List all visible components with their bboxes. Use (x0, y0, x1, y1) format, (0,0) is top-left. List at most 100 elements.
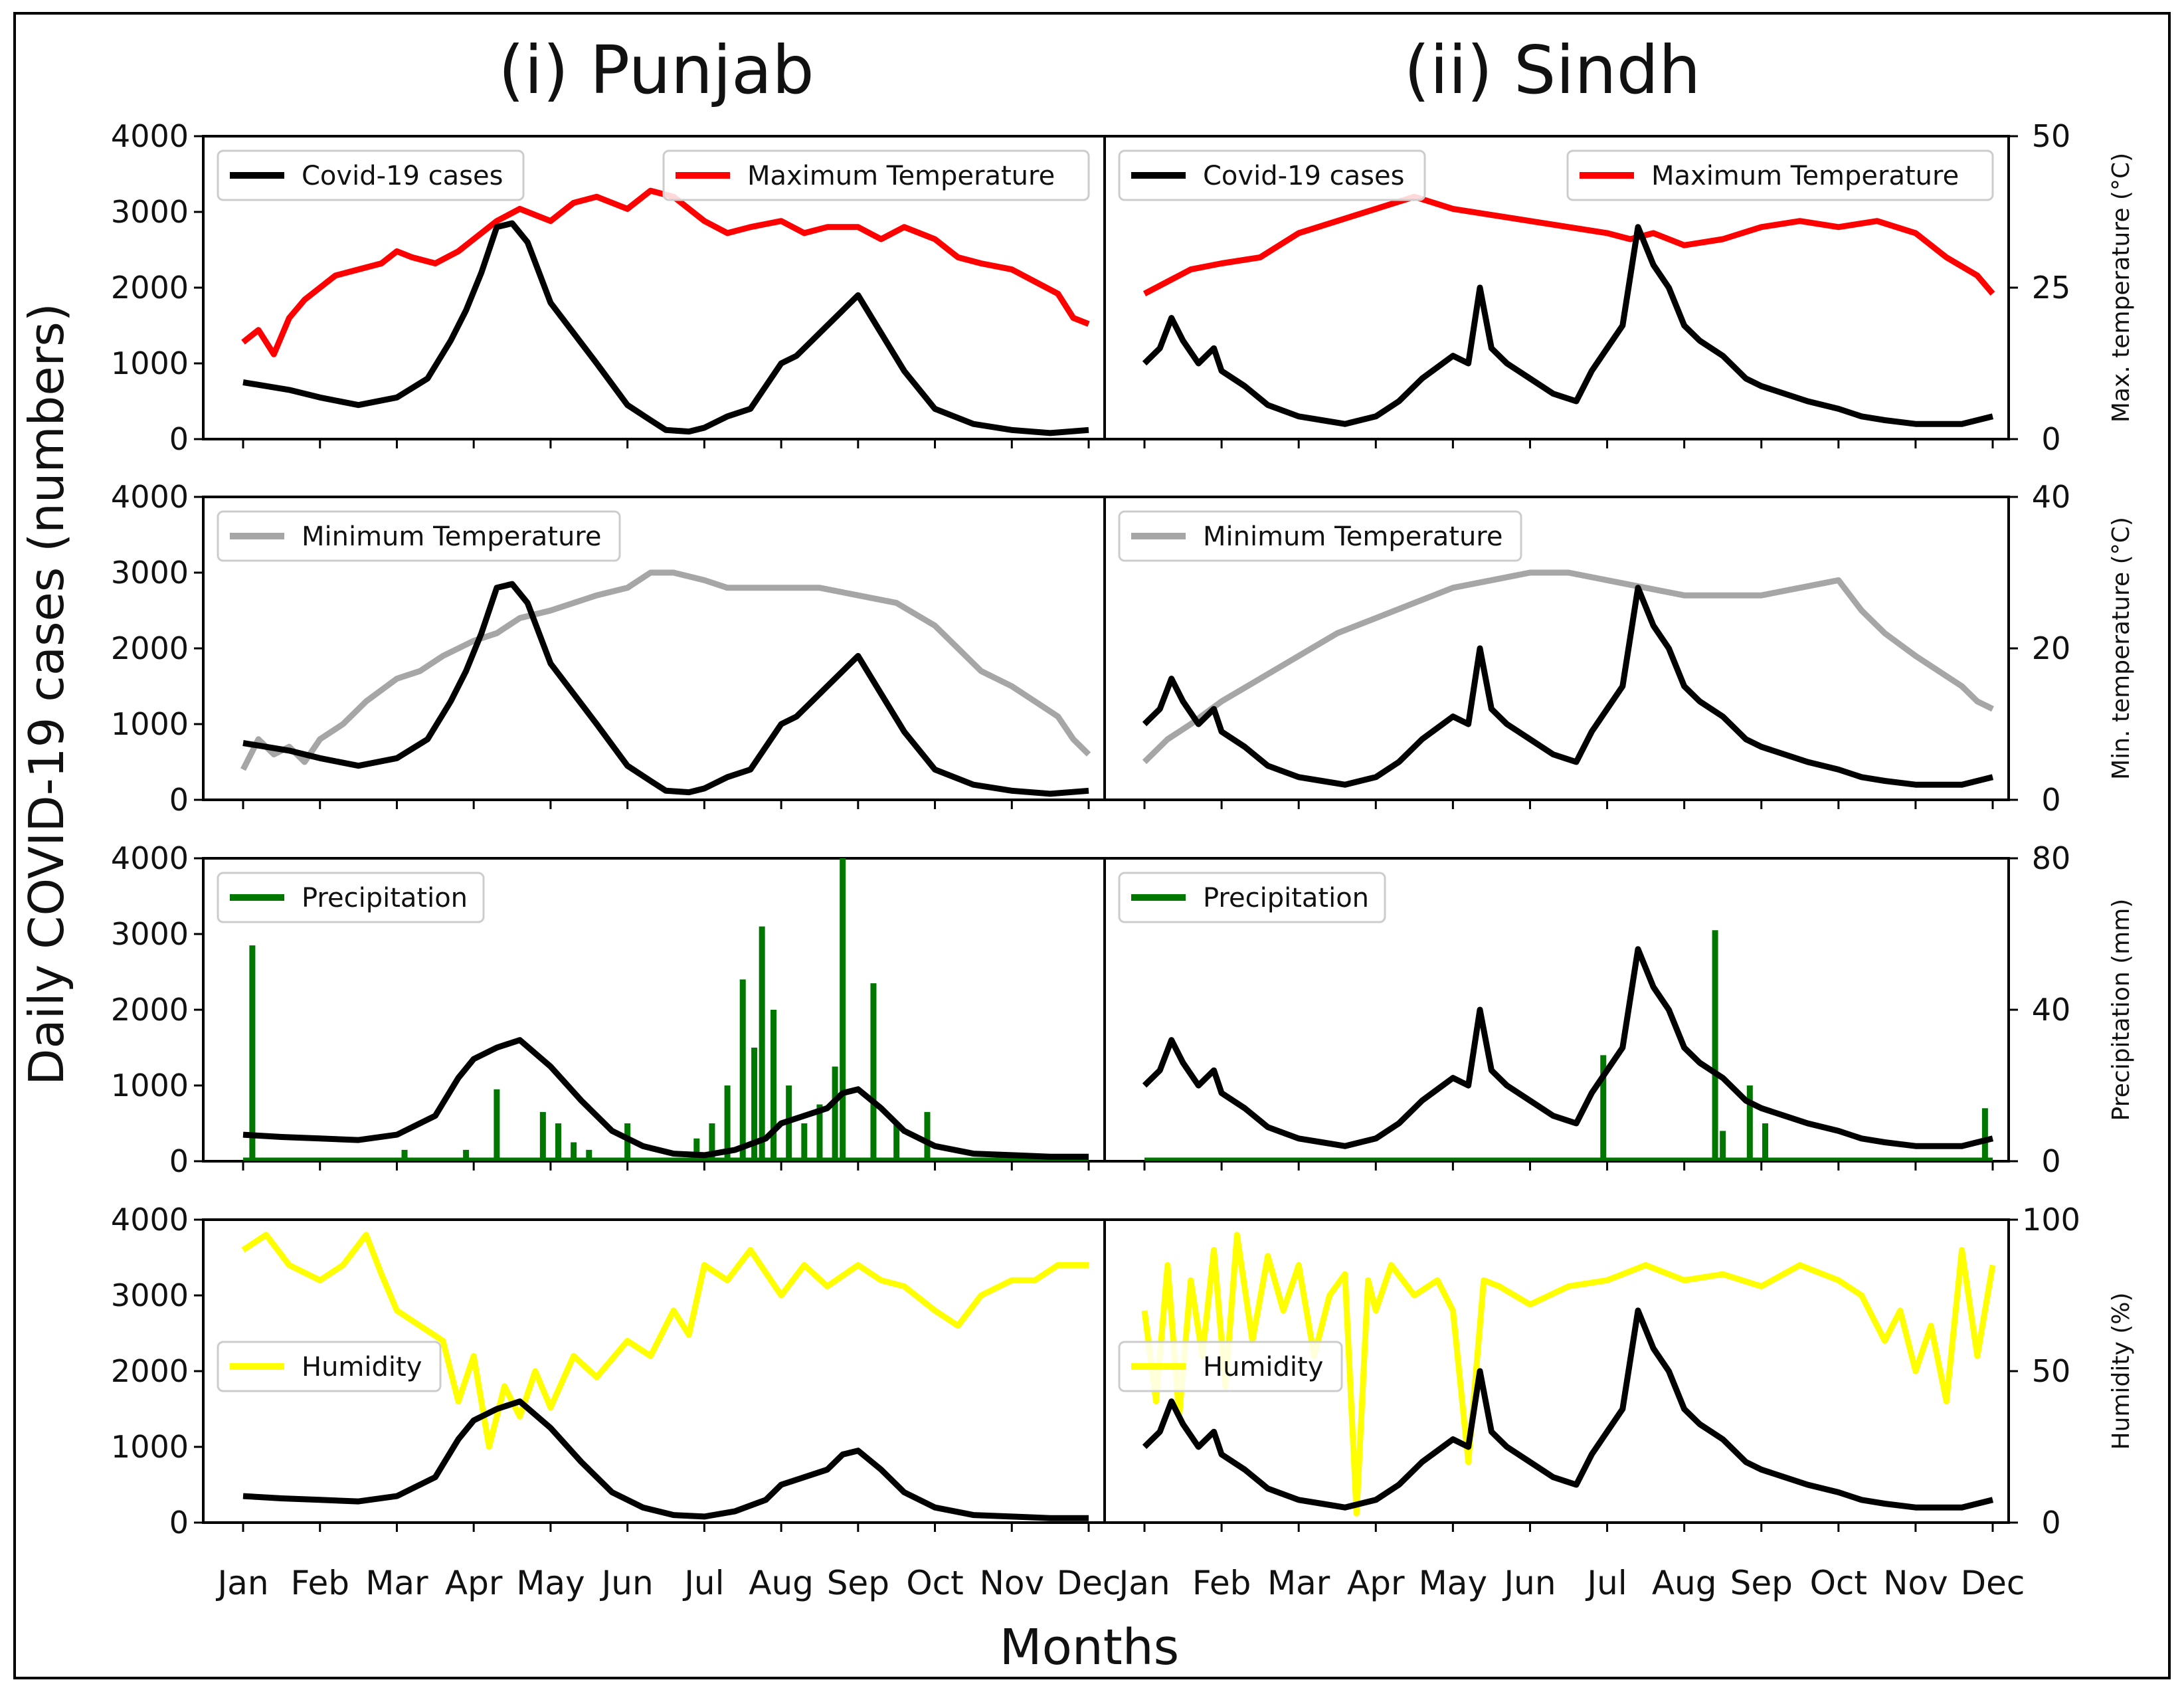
month-tick-label: Jan (215, 1564, 268, 1602)
legend-min-temp (1118, 510, 1522, 562)
legend-min-temp-label: Minimum Temperature (302, 521, 601, 552)
legend-humidity-label: Humidity (302, 1352, 422, 1382)
month-tick-label: Aug (749, 1564, 814, 1602)
month-tick-label: May (516, 1564, 585, 1602)
month-tick-label: Dec (1961, 1564, 2025, 1602)
legend-precip (217, 872, 485, 923)
series-line-covid (242, 1037, 1089, 1160)
month-tick-label: Mar (365, 1564, 428, 1602)
legend-min-temp (217, 510, 621, 562)
y-tick-label-right: 0 (2041, 1505, 2060, 1541)
figure-border (13, 12, 2171, 1679)
legend-covid-label: Covid-19 cases (302, 161, 503, 191)
y-tick-label-left: 0 (169, 421, 189, 457)
y-tick-label-left: 0 (169, 1143, 189, 1179)
month-tick-label: Jun (1502, 1564, 1556, 1602)
month-tick-label: Feb (1192, 1564, 1251, 1602)
chart-precip-sindh (1142, 930, 1994, 1161)
y-axis-label-right: Max. temperature (°C) (2108, 153, 2135, 423)
chart-max_temp-punjab (241, 187, 1090, 436)
series-line-covid (242, 220, 1089, 436)
month-tick-label: Nov (979, 1564, 1044, 1602)
title-sindh: (ii) Sindh (1404, 31, 1701, 109)
y-tick-label-left: 4000 (111, 840, 189, 876)
legend-humidity-label: Humidity (1203, 1352, 1323, 1382)
y-tick-label-right: 0 (2041, 1143, 2060, 1179)
series-line-min_temp (1142, 569, 1994, 765)
month-tick-label: Jun (600, 1564, 654, 1602)
series-line-covid (242, 1398, 1089, 1521)
title-punjab: (i) Punjab (498, 31, 814, 109)
month-tick-label: Mar (1267, 1564, 1330, 1602)
chart-min_temp-sindh (1142, 569, 1994, 788)
y-tick-label-left: 1000 (111, 345, 189, 381)
y-axis-label-right: Min. temperature (°C) (2108, 517, 2135, 780)
month-tick-label: Jul (682, 1564, 724, 1602)
chart-humidity-punjab (241, 1232, 1089, 1521)
y-tick-label-right: 0 (2041, 421, 2060, 457)
legend-covid (1118, 149, 1426, 201)
legend-covid-label: Covid-19 cases (1203, 161, 1404, 191)
month-tick-label: Nov (1883, 1564, 1948, 1602)
series-line-covid (1142, 946, 1994, 1149)
y-tick-label-left: 2000 (111, 1353, 189, 1389)
y-tick-label-right: 0 (2041, 782, 2060, 818)
series-line-min_temp (240, 569, 1091, 771)
y-tick-label-left: 0 (169, 782, 189, 818)
legend-max-temp-label: Maximum Temperature (1651, 161, 1959, 191)
chart-precip-punjab (242, 858, 1089, 1161)
legend-precip (1118, 872, 1386, 923)
y-axis-label-right: Humidity (%) (2108, 1293, 2135, 1450)
month-tick-label: Oct (1810, 1564, 1867, 1602)
y-tick-label-left: 0 (169, 1505, 189, 1541)
y-tick-label-left: 3000 (111, 555, 189, 591)
month-tick-label: Apr (445, 1564, 503, 1602)
y-tick-label-left: 1000 (111, 1429, 189, 1465)
y-axis-label-right: Precipitation (mm) (2108, 899, 2135, 1121)
y-tick-label-left: 3000 (111, 916, 189, 952)
y-tick-label-left: 3000 (111, 194, 189, 230)
y-tick-label-right: 80 (2032, 840, 2071, 876)
y-tick-label-right: 50 (2032, 1353, 2071, 1389)
legend-min-temp-label: Minimum Temperature (1203, 521, 1502, 552)
month-tick-label: Dec (1057, 1564, 1121, 1602)
month-tick-label: Jul (1585, 1564, 1627, 1602)
y-tick-label-left: 2000 (111, 630, 189, 666)
series-line-max_temp (241, 187, 1090, 357)
month-tick-label: May (1419, 1564, 1487, 1602)
month-tick-label: Sep (1730, 1564, 1793, 1602)
month-tick-label: Oct (906, 1564, 963, 1602)
legend-max-temp (1566, 149, 1994, 201)
month-tick-label: Sep (827, 1564, 889, 1602)
series-line-max_temp (1142, 193, 1995, 297)
y-tick-label-right: 20 (2032, 630, 2071, 666)
y-tick-label-left: 4000 (111, 1202, 189, 1238)
series-line-covid (1142, 1307, 1994, 1511)
chart-min_temp-punjab (240, 569, 1091, 797)
legend-humidity (1118, 1341, 1343, 1392)
y-tick-label-right: 40 (2032, 479, 2071, 515)
y-tick-label-left: 2000 (111, 992, 189, 1028)
y-tick-label-right: 100 (2022, 1202, 2080, 1238)
legend-max-temp (662, 149, 1090, 201)
y-tick-label-left: 2000 (111, 270, 189, 306)
y-tick-label-left: 3000 (111, 1277, 189, 1313)
month-tick-label: Apr (1347, 1564, 1405, 1602)
month-tick-label: Aug (1652, 1564, 1717, 1602)
y-tick-label-left: 4000 (111, 118, 189, 154)
y-tick-label-right: 25 (2032, 270, 2071, 306)
legend-humidity (217, 1341, 442, 1392)
y-tick-label-left: 4000 (111, 479, 189, 515)
series-line-covid (1142, 585, 1994, 788)
x-axis-label: Months (1000, 1619, 1180, 1676)
legend-precip-label: Precipitation (302, 883, 468, 913)
series-line-covid (242, 581, 1089, 797)
month-tick-label: Feb (290, 1564, 349, 1602)
y-tick-label-right: 50 (2032, 118, 2071, 154)
series-line-covid (1142, 224, 1994, 427)
legend-max-temp-label: Maximum Temperature (747, 161, 1055, 191)
legend-covid (217, 149, 525, 201)
month-tick-label: Jan (1117, 1564, 1170, 1602)
chart-max_temp-sindh (1142, 193, 1995, 427)
